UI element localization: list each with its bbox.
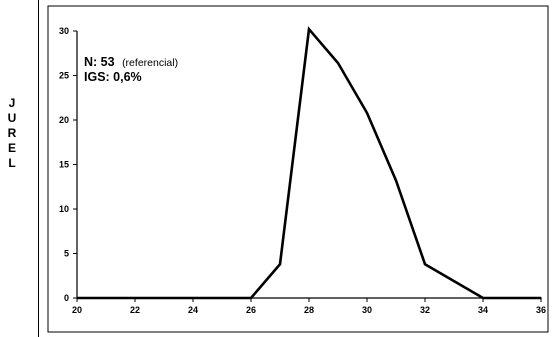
data-point [308,28,310,31]
data-point [76,297,78,299]
y-tick-label: 20 [59,115,69,125]
chart-border [47,5,549,333]
n-label: N: 53 [84,55,115,69]
species-label: J U R E L [0,96,24,171]
x-tick-label: 34 [478,305,488,315]
axes [76,31,541,299]
data-point [424,263,426,265]
y-tick-label: 15 [59,160,69,170]
igs-annotation: IGS: 0,6% [84,70,142,84]
data-point [250,297,252,299]
series-group [76,26,542,300]
species-letter: L [8,156,16,170]
data-point [192,297,194,299]
data-point [221,297,223,299]
x-tick-label: 26 [246,305,256,315]
series-line [77,26,541,300]
y-tick-label: 5 [64,249,69,259]
data-point [105,297,107,299]
data-point [163,297,165,299]
species-letter: J [8,96,16,110]
data-point [134,297,136,299]
data-point [279,263,281,265]
x-tick-label: 32 [420,305,430,315]
species-letter: E [7,141,16,155]
y-tick-label: 10 [59,204,69,214]
data-point [540,297,542,299]
x-tick-label: 24 [188,305,198,315]
y-tick-label: 0 [64,293,69,303]
data-point [482,297,484,299]
x-tick-label: 20 [72,305,82,315]
data-point [453,280,455,282]
x-tick-label: 30 [362,305,372,315]
x-tick-label: 36 [536,305,546,315]
n-note: (referencial) [122,57,178,69]
species-letter: U [7,111,17,125]
y-ticks: 0 5 10 15 20 25 30 [59,26,77,303]
data-point [366,112,368,114]
y-tick-label: 30 [59,26,69,36]
left-panel-border [38,0,39,337]
x-ticks: 20 22 24 26 28 30 32 34 36 [72,298,546,315]
x-tick-label: 28 [304,305,314,315]
data-point [395,179,397,182]
y-tick-label: 25 [59,71,69,81]
data-point [337,62,339,64]
data-point [511,297,513,299]
n-annotation: N: 53 (referencial) [84,55,178,69]
x-tick-label: 22 [130,305,140,315]
species-letter: R [7,126,17,140]
